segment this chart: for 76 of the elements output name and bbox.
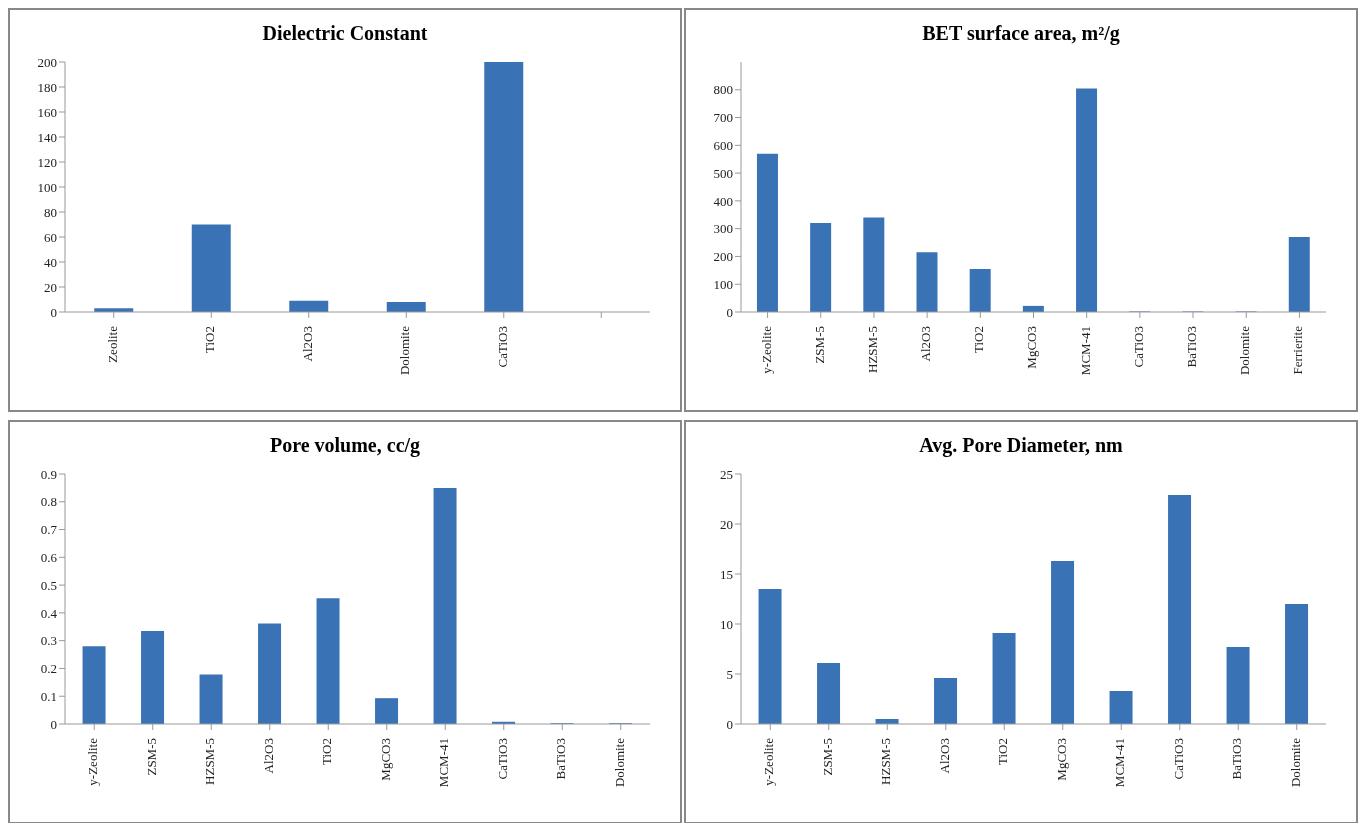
x-tick-label: CaTiO3 [1170,738,1186,780]
y-tick-label: 700 [713,110,733,126]
x-tick-label: MgCO3 [1024,326,1040,369]
y-tick-label: 0 [726,304,733,320]
y-tick-label: 5 [726,666,733,682]
y-tick-label: 20 [44,279,57,295]
x-tick-label: MgCO3 [1053,738,1069,781]
x-tick-label: TiO2 [995,738,1011,765]
y-tick-label: 80 [44,204,57,220]
chart-title: Pore volume, cc/g [268,434,422,459]
y-tick-label: 0.8 [40,494,57,510]
x-tick-label: BaTiO3 [1229,738,1245,780]
x-tick-label: y-Zeolite [761,737,777,786]
y-tick-label: 140 [37,129,57,145]
chart-title: Dielectric Constant [261,22,429,46]
y-tick-label: 800 [713,82,733,98]
x-tick-label: BaTiO3 [553,738,569,780]
x-tick-label: Dolomite [1237,325,1253,376]
x-tick-label: MCM-41 [1077,326,1093,376]
x-tick-label: CaTiO3 [494,326,510,368]
x-tick-label: y-Zeolite [758,325,774,374]
y-tick-label: 25 [720,466,733,482]
x-tick-label: ZSM-5 [143,738,159,776]
y-tick-label: 0.5 [40,577,57,593]
x-tick-label: TiO2 [319,738,335,765]
x-tick-label: HZSM-5 [202,738,218,785]
chart-title: Avg. Pore Diameter, nm [918,434,1124,459]
y-tick-label: 60 [44,229,57,245]
y-tick-label: 20 [720,516,733,532]
x-tick-label: MCM-41 [436,738,452,788]
y-tick-label: 100 [37,179,57,195]
x-tick-label: Al2O3 [918,326,934,362]
x-tick-label: CaTiO3 [1130,326,1146,368]
y-tick-label: 0.2 [40,661,57,677]
y-tick-label: 200 [713,249,733,265]
y-tick-label: 600 [713,137,733,153]
y-tick-label: 500 [713,165,733,181]
y-tick-label: 0.6 [40,549,58,565]
y-tick-label: 0.9 [40,466,57,482]
x-tick-label: MCM-41 [1112,738,1128,788]
y-tick-label: 0.3 [40,633,57,649]
y-tick-label: 300 [713,221,733,237]
x-tick-label: y-Zeolite [85,737,101,786]
y-tick-label: 0 [50,304,57,320]
y-tick-label: 120 [37,154,57,170]
y-tick-label: 0 [726,716,733,732]
x-tick-label: Al2O3 [936,738,952,774]
x-tick-label: Dolomite [611,737,627,788]
x-tick-label: HZSM-5 [878,738,894,785]
x-tick-label: Al2O3 [260,738,276,774]
x-tick-label: BaTiO3 [1184,326,1200,368]
x-tick-label: ZSM-5 [811,326,827,364]
x-tick-label: Al2O3 [299,326,315,362]
x-tick-label: TiO2 [202,326,218,353]
y-tick-label: 180 [37,79,57,95]
y-tick-label: 200 [37,54,57,70]
x-tick-label: TiO2 [971,326,987,353]
x-tick-label: ZSM-5 [819,738,835,776]
x-tick-label: Zeolite [104,325,120,363]
y-tick-label: 15 [720,566,733,582]
y-tick-label: 10 [720,616,733,632]
x-tick-label: CaTiO3 [494,738,510,780]
y-tick-label: 0.1 [40,688,57,704]
y-tick-label: 0.4 [40,605,58,621]
x-tick-label: HZSM-5 [864,326,880,373]
y-tick-label: 100 [713,276,733,292]
x-tick-label: Dolomite [397,325,413,376]
y-tick-label: 0 [50,716,57,732]
y-tick-label: 400 [713,193,733,209]
y-tick-label: 0.7 [40,522,58,538]
y-tick-label: 40 [44,254,57,270]
chart-title: BET surface area, m²/g [921,22,1121,47]
x-tick-label: MgCO3 [377,738,393,781]
x-tick-label: Dolomite [1287,737,1303,788]
x-tick-label: Ferrierite [1290,325,1306,375]
y-tick-label: 160 [37,104,57,120]
